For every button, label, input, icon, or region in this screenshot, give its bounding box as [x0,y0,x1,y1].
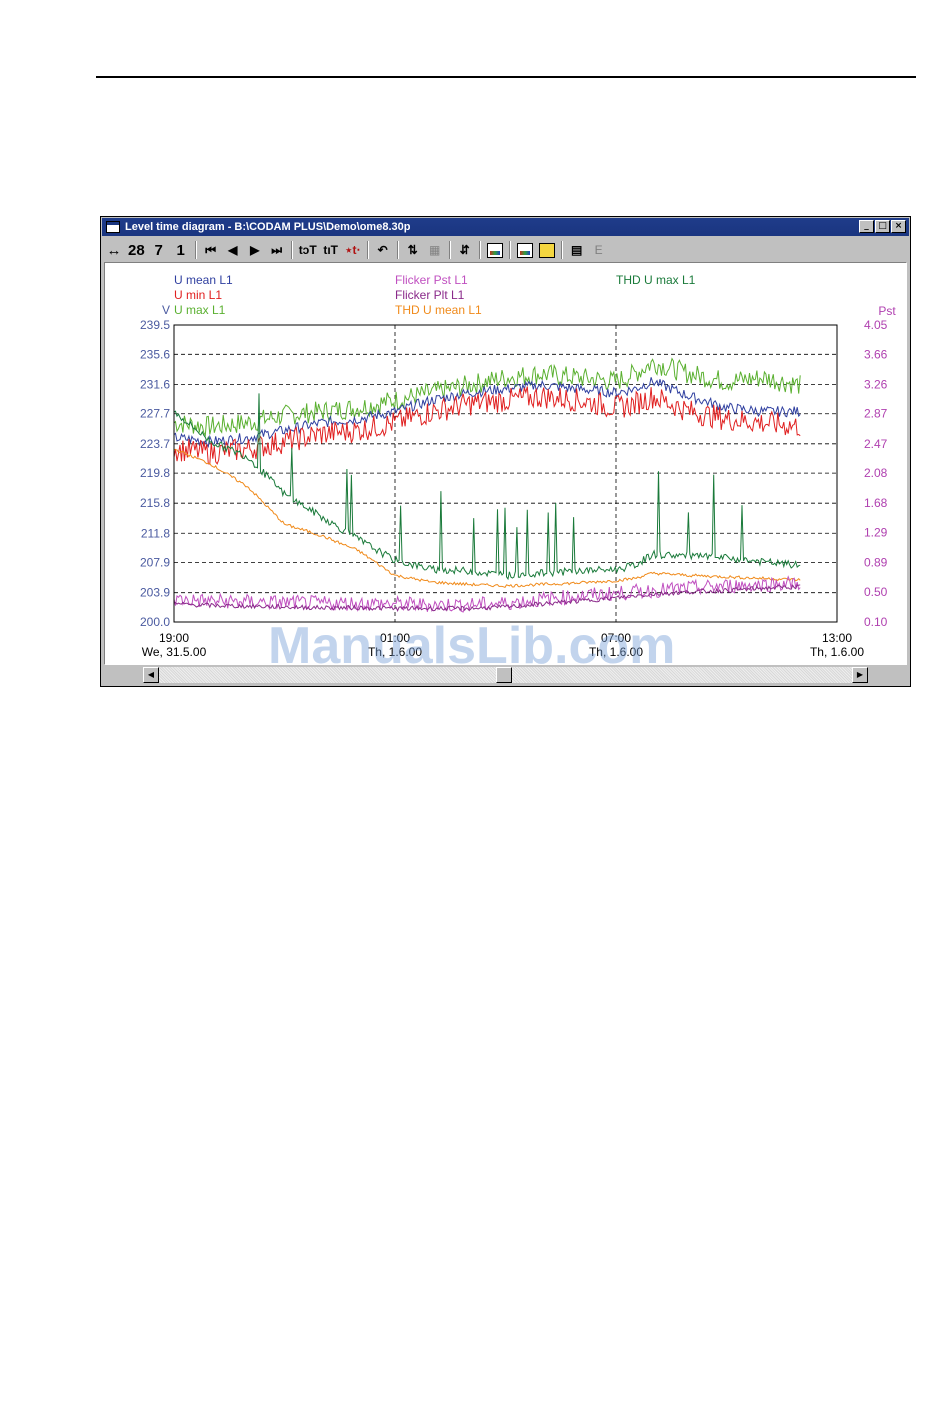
y-left-tick-label: 211.8 [141,526,170,540]
document-icon[interactable]: ▤ [571,243,583,257]
x-tick-time: 01:00 [380,631,410,645]
scale-grid-icon[interactable]: ▦ [429,243,441,257]
next-icon[interactable]: ▶ [250,243,260,257]
series-line [173,377,801,448]
image-icon[interactable] [515,241,535,259]
y-left-tick-label: 219.8 [140,466,170,480]
legend-entry: U min L1 [174,288,222,302]
diagram-icon-shape [486,242,503,258]
zoom-width-icon[interactable]: ↔ [106,241,122,259]
window-system-icon[interactable] [106,221,120,233]
x-tick-date: Th, 1.6.00 [810,645,864,659]
folder-image-icon[interactable] [537,241,557,259]
hours-value[interactable]: 7 [154,241,163,259]
undo-icon[interactable]: ↶ [377,243,388,257]
y-right-tick-label: 3.26 [864,377,888,391]
y-right-tick-label: 3.66 [864,347,888,361]
time-zoom-out-icon[interactable]: tıT [323,243,339,257]
x-tick-date: Th, 1.6.00 [368,645,422,659]
level-time-chart[interactable]: 239.5 235.6 231.6 227.7 223.7 219.8 215.8 211.8… [105,263,906,664]
y-right-tick-label: 4.05 [864,318,888,332]
y-right-axis-label: Pst [878,304,896,318]
plot-frame [173,324,838,623]
y-left-tick-label: 235.6 [140,347,170,361]
watermark: ManualsLib.com [268,617,676,675]
y-left-tick-label: 223.7 [140,437,170,451]
scroll-right-button[interactable]: ▶ [852,667,868,683]
series-line [173,357,801,438]
y-right-tick-label: 2.08 [864,466,888,480]
time-zoom-in-icon[interactable]: tↄT [298,243,317,257]
auto-scale-icon[interactable]: ⋆t⋅ [345,243,361,257]
scroll-left-button[interactable]: ◀ [143,667,159,683]
x-tick-time: 13:00 [822,631,852,645]
toolbar-separator [508,241,511,259]
y-left-tick-label: 207.9 [140,556,170,570]
legend-entry: THD U max L1 [616,273,696,287]
days-value[interactable]: 28 [128,241,145,259]
toolbar-separator [396,241,399,259]
window-title: Level time diagram - B:\CODAM PLUS\Demo\… [125,221,411,233]
level-time-diagram-window: Level time diagram - B:\CODAM PLUS\Demo\… [100,216,911,687]
x-tick-time: 19:00 [159,631,189,645]
maximize-button[interactable]: □ [875,220,890,233]
y-left-tick-label: 215.8 [140,496,170,510]
toolbar: ↔ 28 7 1 ⏮ ◀ ▶ ⏭ tↄT tıT ⋆t⋅ ↶ ⇅ ▦ ⇵ ▤ E [104,239,907,261]
y-left-axis-label: V [162,303,170,317]
interval-value[interactable]: 1 [176,241,185,259]
image-icon-shape [516,242,533,258]
y-left-tick-label: 200.0 [140,615,170,629]
page-header-rule [96,76,916,78]
legend-entry: Flicker Pst L1 [395,273,468,287]
y-right-tick-label: 1.29 [864,526,888,540]
y-right-tick-label: 0.50 [864,585,888,599]
legend-entry: U max L1 [174,303,226,317]
horizontal-scrollbar[interactable]: ◀ ▶ [143,667,868,683]
series-line [173,386,801,465]
y-left-tick-label: 231.6 [140,377,170,391]
last-icon[interactable]: ⏭ [271,242,283,257]
toolbar-separator [478,241,481,259]
scroll-thumb[interactable] [496,667,512,683]
y-right-tick-label: 0.10 [864,615,888,629]
series-line [173,575,801,613]
level-icon[interactable]: ⇵ [459,243,470,257]
close-button[interactable]: × [891,220,906,233]
y-left-tick-label: 227.7 [140,407,170,421]
y-left-tick-label: 203.9 [140,586,170,600]
diagram-area[interactable]: 239.5 235.6 231.6 227.7 223.7 219.8 215.8 211.8… [104,262,907,665]
folder-image-icon-shape [538,242,555,258]
scale-icon[interactable]: ⇅ [407,243,418,257]
toolbar-separator [194,241,197,259]
x-tick-date: We, 31.5.00 [142,645,207,659]
title-bar[interactable]: Level time diagram - B:\CODAM PLUS\Demo\… [102,218,909,236]
legend-entry: Flicker Plt L1 [395,288,465,302]
prev-icon[interactable]: ◀ [228,243,238,257]
diagram-icon[interactable] [485,241,505,259]
toolbar-separator [448,241,451,259]
first-icon[interactable]: ⏮ [205,242,217,257]
x-tick-time: 07:00 [601,631,631,645]
series-line [173,584,801,612]
legend-entry: THD U mean L1 [395,303,482,317]
y-right-tick-label: 1.68 [864,496,888,510]
export-icon[interactable]: E [594,243,603,257]
y-left-tick-label: 239.5 [140,318,170,332]
series-line [173,393,801,581]
legend-entry: U mean L1 [174,273,233,287]
y-right-tick-label: 2.87 [864,407,888,421]
toolbar-separator [366,241,369,259]
y-right-tick-label: 0.89 [864,556,888,570]
toolbar-separator [290,241,293,259]
series-line [173,448,801,589]
x-tick-date: Th, 1.6.00 [589,645,643,659]
minimize-button[interactable]: _ [859,220,874,233]
toolbar-separator [560,241,563,259]
y-right-tick-label: 2.47 [864,437,888,451]
